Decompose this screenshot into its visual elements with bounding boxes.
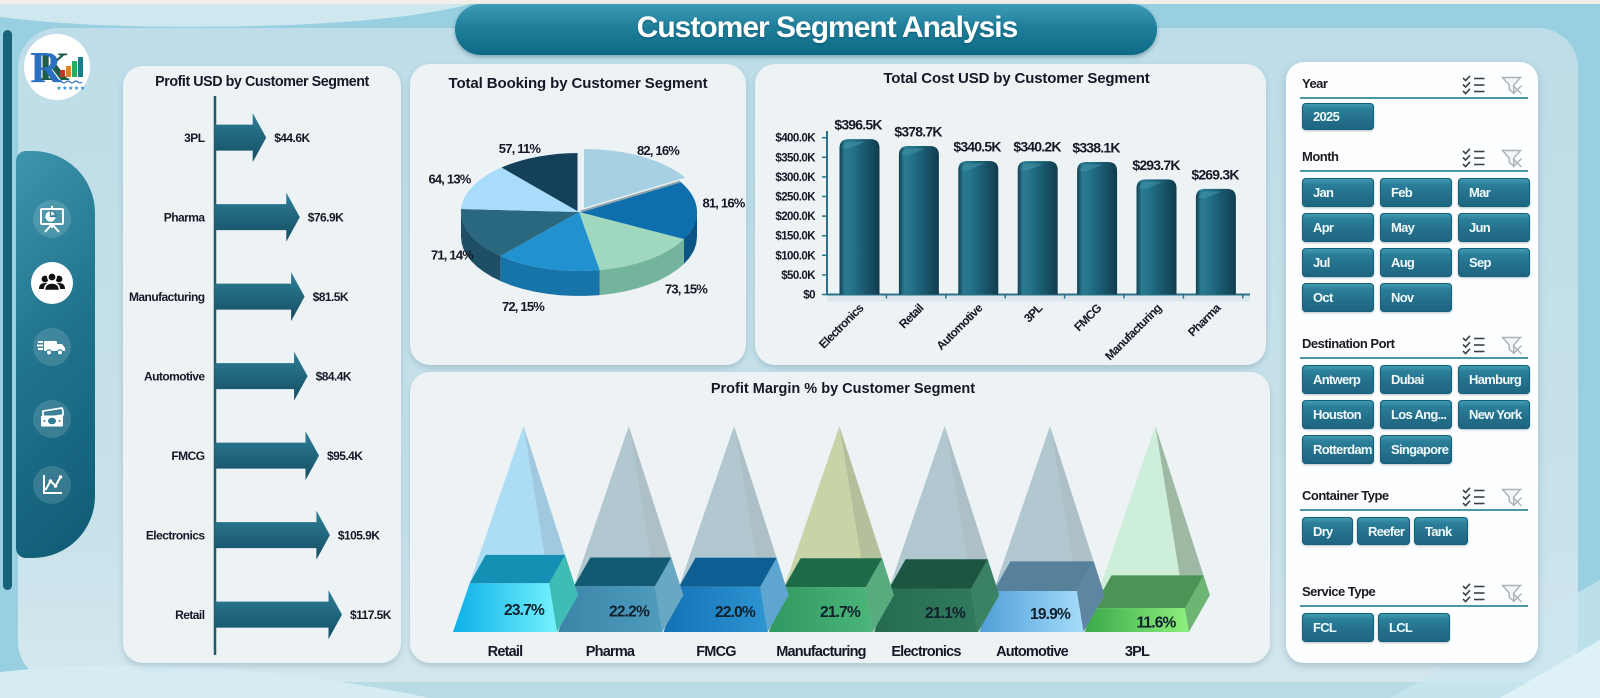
svg-text:$300.0K: $300.0K (775, 172, 816, 184)
svg-text:3PL: 3PL (1021, 301, 1045, 325)
svg-text:Automotive: Automotive (933, 301, 985, 353)
svg-text:82, 16%: 82, 16% (637, 143, 680, 158)
svg-text:$95.4K: $95.4K (327, 449, 363, 463)
svg-text:72, 15%: 72, 15% (502, 299, 545, 314)
svg-text:81, 16%: 81, 16% (702, 196, 745, 211)
svg-text:$338.1K: $338.1K (1072, 140, 1120, 156)
svg-text:Manufacturing: Manufacturing (1102, 301, 1164, 363)
svg-text:19.9%: 19.9% (1030, 606, 1071, 623)
svg-text:73, 15%: 73, 15% (665, 282, 708, 297)
svg-text:23.7%: 23.7% (504, 602, 545, 619)
svg-text:FMCG: FMCG (1071, 301, 1104, 334)
svg-text:Pharma: Pharma (164, 210, 206, 224)
svg-text:11.6%: 11.6% (1136, 615, 1176, 632)
svg-text:$84.4K: $84.4K (316, 369, 352, 383)
svg-text:$340.5K: $340.5K (953, 139, 1001, 155)
svg-text:21.7%: 21.7% (820, 604, 861, 621)
svg-text:$81.5K: $81.5K (313, 290, 349, 304)
svg-text:FMCG: FMCG (696, 644, 736, 660)
svg-text:Automotive: Automotive (144, 369, 205, 383)
svg-text:$105.9K: $105.9K (338, 528, 380, 542)
svg-text:21.1%: 21.1% (925, 605, 966, 622)
svg-text:$378.7K: $378.7K (894, 124, 942, 140)
svg-text:$76.9K: $76.9K (308, 210, 344, 224)
svg-text:$250.0K: $250.0K (775, 192, 816, 204)
svg-text:★★★★★: ★★★★★ (56, 85, 85, 92)
svg-text:Retail: Retail (488, 644, 523, 660)
svg-text:Manufacturing: Manufacturing (129, 290, 205, 304)
svg-text:Electronics: Electronics (146, 528, 206, 542)
svg-text:Retail: Retail (896, 301, 926, 331)
svg-text:3PL: 3PL (1125, 644, 1150, 660)
svg-text:Pharma: Pharma (1185, 301, 1224, 340)
svg-text:71, 14%: 71, 14% (431, 248, 474, 263)
svg-text:57, 11%: 57, 11% (499, 141, 542, 156)
svg-text:$150.0K: $150.0K (775, 231, 816, 243)
svg-text:$50.0K: $50.0K (781, 270, 816, 282)
svg-text:$340.2K: $340.2K (1013, 139, 1061, 155)
svg-text:Electronics: Electronics (816, 301, 867, 352)
svg-text:Retail: Retail (175, 608, 205, 622)
svg-text:$100.0K: $100.0K (775, 250, 816, 262)
svg-text:Manufacturing: Manufacturing (776, 644, 866, 660)
svg-text:FMCG: FMCG (171, 449, 204, 463)
svg-text:$400.0K: $400.0K (775, 133, 816, 145)
svg-text:Pharma: Pharma (586, 644, 636, 660)
svg-text:64, 13%: 64, 13% (428, 172, 471, 187)
svg-text:3PL: 3PL (184, 131, 205, 145)
svg-text:22.0%: 22.0% (715, 604, 756, 621)
svg-text:$200.0K: $200.0K (775, 211, 816, 223)
svg-text:$44.6K: $44.6K (274, 131, 310, 145)
svg-text:K: K (38, 44, 69, 89)
svg-text:$396.5K: $396.5K (834, 117, 882, 133)
svg-text:$269.3K: $269.3K (1191, 166, 1239, 182)
svg-text:$117.5K: $117.5K (350, 608, 392, 622)
svg-text:$293.7K: $293.7K (1132, 157, 1180, 173)
svg-text:R: R (30, 43, 63, 92)
svg-text:22.2%: 22.2% (609, 604, 650, 621)
svg-text:$0: $0 (803, 290, 815, 302)
svg-text:Electronics: Electronics (891, 644, 961, 660)
svg-text:$350.0K: $350.0K (775, 152, 816, 164)
svg-text:Automotive: Automotive (996, 644, 1068, 660)
